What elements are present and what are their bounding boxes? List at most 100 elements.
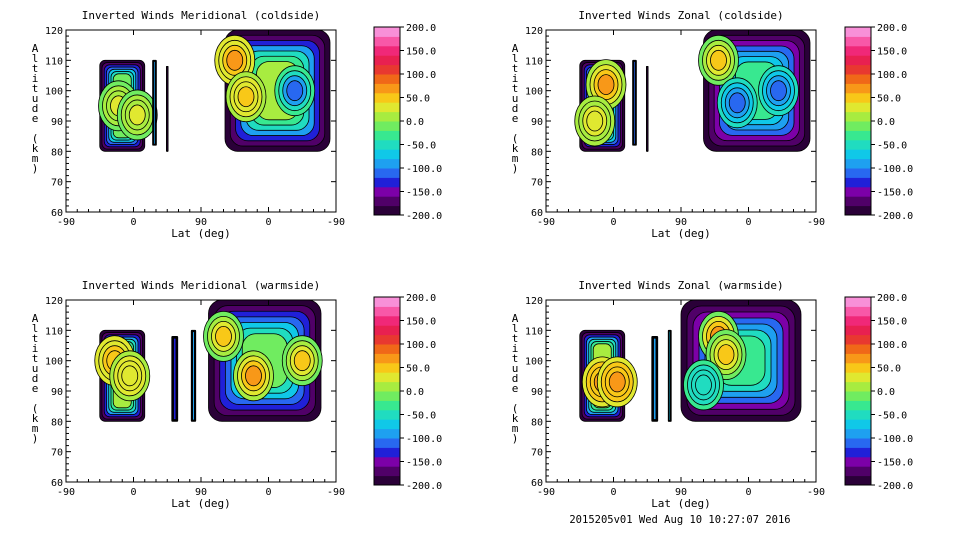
y-axis-label-char: d [512,372,519,385]
y-axis-label-char: e [32,112,39,125]
footer-timestamp: 2015205v01 Wed Aug 10 10:27:07 2016 [569,514,791,526]
y-tick-label: 110 [45,56,63,67]
x-tick-label: -90 [327,217,345,228]
contour-extreme [717,344,735,366]
colorbar-swatch [845,306,871,317]
region-0 [579,329,638,422]
colorbar-swatch [374,196,400,207]
colorbar-swatch [374,186,400,197]
y-axis-label-char: A [512,312,519,325]
colorbar-swatch [374,149,400,160]
y-tick-label: 80 [531,417,543,428]
y-axis-label-char: l [512,322,519,335]
colorbar-swatch [374,325,400,336]
colorbar-label: -50.0 [877,411,907,422]
region-1 [152,59,157,146]
colorbar-label: 200.0 [406,23,436,34]
x-tick-label: -90 [807,487,825,498]
colorbar-swatch [845,92,871,103]
y-tick-label: 60 [531,208,543,219]
colorbar-swatch [374,344,400,354]
x-tick-label: -90 [807,217,825,228]
colorbar-swatch [845,391,871,401]
contour-extreme [586,110,604,132]
colorbar-swatch [845,409,871,420]
x-tick-label: 0 [610,217,616,228]
colorbar-label: -150.0 [877,188,913,199]
colorbar-swatch [845,168,871,178]
colorbar-swatch [374,92,400,103]
contour-extreme [695,374,712,396]
colorbar-swatch [374,130,400,141]
colorbar-swatch [845,55,871,66]
colorbar-label: -100.0 [406,164,442,175]
colorbar-swatch [374,447,400,458]
colorbar-swatch [374,466,400,477]
x-tick-label: 90 [195,217,207,228]
y-axis-label-char: k [32,142,39,155]
colorbar-label: 100.0 [406,70,436,81]
x-tick-label: -90 [57,487,75,498]
colorbar-swatch [845,325,871,336]
x-tick-label: -90 [537,487,555,498]
colorbar-swatch [374,315,400,326]
y-axis-label-char: A [32,312,39,325]
y-axis-label-char: e [512,112,519,125]
colorbar-swatch [374,45,400,56]
colorbar-swatch [845,36,871,47]
colorbar-swatch [374,74,400,84]
y-tick-label: 80 [51,147,63,158]
y-axis-label-char: ( [32,132,39,145]
colorbar-swatch [845,83,871,94]
colorbar-swatch [845,139,871,150]
heatmap-field [574,30,811,152]
colorbar-label: -200.0 [406,211,442,222]
y-axis-label-char: l [32,52,39,65]
region-3 [698,30,811,152]
colorbar-swatch [845,466,871,477]
colorbar-swatch [374,121,400,131]
y-tick-label: 70 [531,448,543,459]
colorbar-swatch [845,381,871,392]
y-tick-label: 60 [51,208,63,219]
colorbar-swatch [845,111,871,122]
colorbar-swatch [374,419,400,430]
colorbar-swatch [845,447,871,458]
colorbar-swatch [845,438,871,448]
colorbar-swatch [374,391,400,401]
y-tick-label: 110 [525,326,543,337]
colorbar-label: -150.0 [406,458,442,469]
y-axis-label-char: t [32,332,39,345]
y-tick-label: 100 [45,357,63,368]
colorbar-label: -150.0 [406,188,442,199]
contour-extreme [215,325,232,347]
colorbar-label: -100.0 [877,434,913,445]
y-axis-label-char: ) [32,432,39,445]
heatmap-field [94,300,323,422]
x-tick-label: 0 [265,487,271,498]
region-1 [632,59,637,146]
colorbar-swatch [374,400,400,411]
y-axis-label-char: d [512,102,519,115]
colorbar-label: 50.0 [877,364,901,375]
region-3 [214,30,331,152]
y-axis-label-char: m [512,422,519,435]
colorbar-swatch [845,149,871,160]
colorbar-label: -100.0 [877,164,913,175]
colorbar-label: -200.0 [406,481,442,492]
colorbar-label: 0.0 [877,117,895,128]
contour-extreme [597,74,615,95]
y-tick-label: 120 [525,296,543,307]
panel-0: Inverted Winds Meridional (coldside) -90 0… [32,9,442,240]
y-axis-label-char: t [32,82,39,95]
y-axis-label-char: ) [512,162,519,175]
y-axis-label-char: k [512,412,519,425]
y-axis-label-char: u [512,362,519,375]
y-axis-label-char: t [512,62,519,75]
heatmap-field [579,300,802,422]
y-axis-label-char: d [32,372,39,385]
y-axis-label-char: i [512,342,519,355]
x-tick-label: 90 [675,217,687,228]
y-tick-label: 60 [51,478,63,489]
